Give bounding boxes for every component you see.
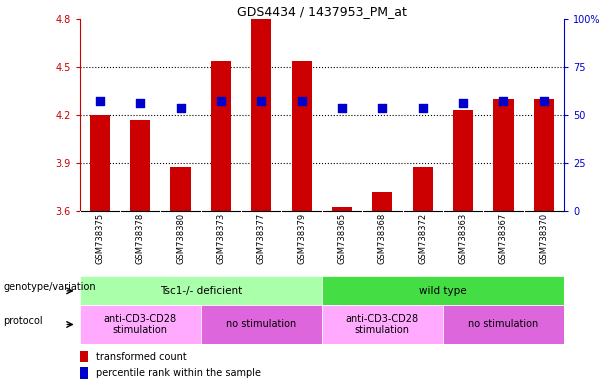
Point (418, 106, 428, 112)
Text: no stimulation: no stimulation (226, 319, 297, 329)
Text: anti-CD3-CD28
stimulation: anti-CD3-CD28 stimulation (104, 314, 177, 335)
Text: GSM738373: GSM738373 (216, 213, 226, 265)
Point (95, 98, 105, 104)
Text: transformed count: transformed count (96, 352, 186, 362)
Text: GSM738380: GSM738380 (176, 213, 185, 264)
Point (378, 106, 387, 112)
Bar (322, 305, 443, 344)
Bar (413, 167, 433, 211)
Point (498, 98, 508, 104)
Text: GSM738372: GSM738372 (418, 213, 427, 264)
Point (337, 106, 347, 112)
Bar (89, 115, 110, 211)
Bar (372, 192, 392, 211)
Point (297, 98, 306, 104)
Bar (332, 207, 352, 211)
Bar (211, 61, 231, 211)
Text: GSM738367: GSM738367 (499, 213, 508, 265)
Point (216, 98, 226, 104)
Text: wild type: wild type (419, 286, 466, 296)
Point (539, 98, 549, 104)
Bar (170, 167, 191, 211)
Text: GSM738365: GSM738365 (338, 213, 346, 264)
Bar (322, 276, 564, 305)
Bar (251, 19, 272, 211)
Bar (292, 61, 312, 211)
Bar (453, 111, 473, 211)
Title: GDS4434 / 1437953_PM_at: GDS4434 / 1437953_PM_at (237, 5, 407, 18)
Point (256, 98, 266, 104)
Text: protocol: protocol (3, 316, 43, 326)
Bar (493, 99, 514, 211)
Text: GSM738379: GSM738379 (297, 213, 306, 264)
Text: GSM738378: GSM738378 (135, 213, 145, 265)
Text: no stimulation: no stimulation (468, 319, 539, 329)
Bar (80, 351, 88, 362)
Bar (534, 99, 554, 211)
Bar (80, 305, 201, 344)
Point (176, 106, 186, 112)
Text: GSM738363: GSM738363 (459, 213, 468, 265)
Text: GSM738370: GSM738370 (539, 213, 548, 264)
Point (135, 100, 145, 106)
Text: percentile rank within the sample: percentile rank within the sample (96, 368, 261, 378)
Bar (80, 367, 88, 379)
Bar (130, 120, 150, 211)
Text: GSM738368: GSM738368 (378, 213, 387, 265)
Bar (80, 276, 322, 305)
Point (458, 100, 468, 106)
Bar (201, 305, 322, 344)
Text: GSM738375: GSM738375 (96, 213, 104, 264)
Text: GSM738377: GSM738377 (257, 213, 266, 265)
Text: genotype/variation: genotype/variation (3, 282, 96, 292)
Text: anti-CD3-CD28
stimulation: anti-CD3-CD28 stimulation (346, 314, 419, 335)
Text: Tsc1-/- deficient: Tsc1-/- deficient (159, 286, 242, 296)
Bar (443, 305, 564, 344)
